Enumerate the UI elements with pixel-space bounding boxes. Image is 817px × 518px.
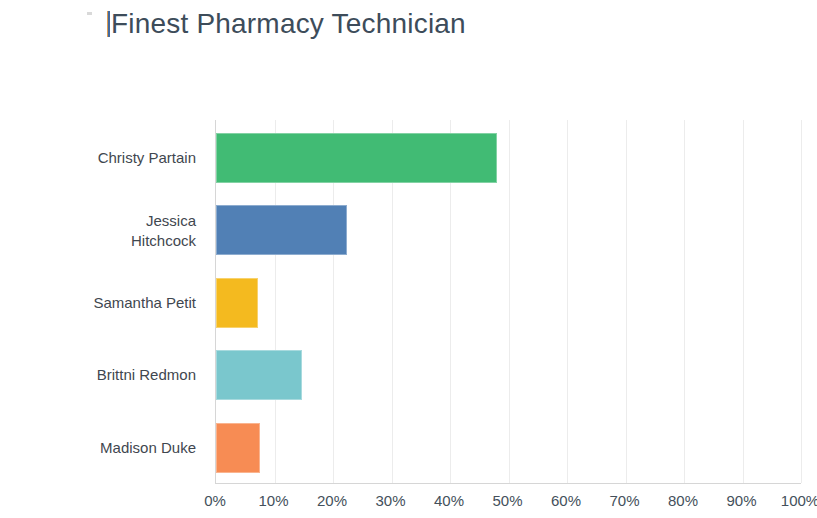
x-tick-label: 50% (492, 492, 522, 509)
x-tick-label: 40% (434, 492, 464, 509)
x-tick-label: 70% (609, 492, 639, 509)
gridline (509, 120, 510, 483)
bar-brittni-redmon[interactable] (216, 350, 302, 400)
gridline (567, 120, 568, 483)
chart-page: Finest Pharmacy Technician Christy Parta… (0, 0, 817, 518)
gridline (743, 120, 744, 483)
x-tick-label: 0% (204, 492, 226, 509)
bar-christy-partain[interactable] (216, 133, 497, 183)
text-caret (107, 11, 110, 37)
x-tick-label: 60% (551, 492, 581, 509)
x-tick-label: 10% (258, 492, 288, 509)
category-label: Madison Duke (100, 438, 196, 458)
bar-samantha-petit[interactable] (216, 278, 258, 328)
x-axis-tick-labels: 0% 10% 20% 30% 40% 50% 60% 70% 80% 90% 100% (0, 492, 817, 516)
x-tick-label: 20% (317, 492, 347, 509)
gridline (684, 120, 685, 483)
category-label: Samantha Petit (93, 293, 196, 313)
x-tick-label: 100% (781, 492, 817, 509)
bar-jessica-hitchcock[interactable] (216, 205, 347, 255)
x-tick-label: 30% (375, 492, 405, 509)
bar-madison-duke[interactable] (216, 423, 260, 473)
gridline (626, 120, 627, 483)
chart-header: Finest Pharmacy Technician (107, 6, 466, 41)
page-title: Finest Pharmacy Technician (111, 6, 466, 41)
gridline (801, 120, 802, 483)
category-label: Christy Partain (98, 148, 196, 168)
category-label: Jessica Hitchcock (131, 211, 196, 250)
x-tick-label: 80% (668, 492, 698, 509)
x-tick-label: 90% (726, 492, 756, 509)
y-axis-labels: Christy Partain Jessica Hitchcock Samantha… (0, 120, 196, 483)
category-label: Brittni Redmon (97, 366, 196, 386)
plot-area (215, 120, 801, 484)
artifact-mark (87, 12, 92, 15)
